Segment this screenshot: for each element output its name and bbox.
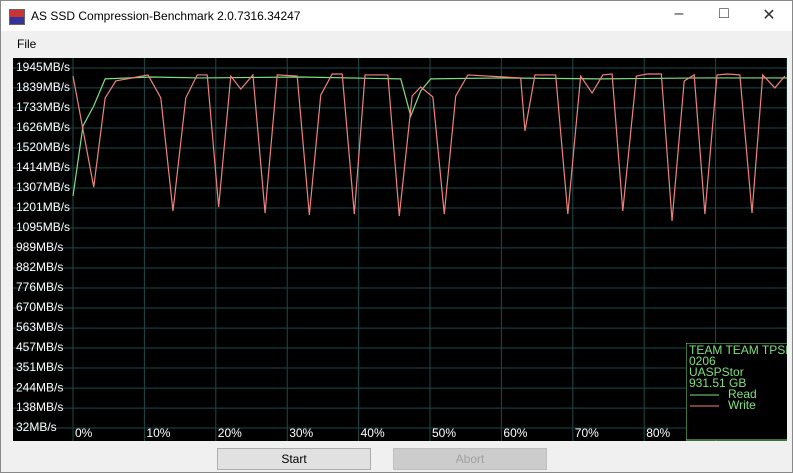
close-button[interactable]: ✕ — [762, 7, 776, 24]
y-tick-label: 776MB/s — [16, 280, 63, 294]
device-info: TEAM TEAM TPSEC — [689, 343, 787, 357]
menu-file[interactable]: File — [17, 37, 37, 51]
y-tick-label: 563MB/s — [16, 320, 63, 334]
y-tick-label: 32MB/s — [16, 420, 57, 434]
y-tick-label: 1839MB/s — [16, 80, 70, 94]
x-tick-label: 60% — [503, 426, 527, 440]
y-tick-label: 1201MB/s — [16, 200, 70, 214]
legend-label: Read — [728, 387, 757, 401]
y-tick-label: 244MB/s — [16, 380, 63, 394]
legend-box — [686, 343, 787, 441]
abort-button: Abort — [393, 448, 547, 470]
maximize-button[interactable]: □ — [719, 5, 729, 22]
y-tick-label: 457MB/s — [16, 340, 63, 354]
minimize-button[interactable]: – — [674, 5, 684, 22]
x-tick-label: 50% — [432, 426, 456, 440]
y-tick-label: 1626MB/s — [16, 120, 70, 134]
app-icon — [9, 9, 25, 25]
title-bar: AS SSD Compression-Benchmark 2.0.7316.34… — [1, 1, 792, 31]
device-info: UASPStor — [689, 365, 744, 379]
x-tick-label: 70% — [575, 426, 599, 440]
x-tick-label: 80% — [646, 426, 670, 440]
y-tick-label: 1520MB/s — [16, 140, 70, 154]
y-tick-label: 989MB/s — [16, 240, 63, 254]
legend-label: Write — [728, 398, 756, 412]
device-info: 0206 — [689, 354, 716, 368]
y-tick-label: 882MB/s — [16, 260, 63, 274]
plot-background — [13, 58, 787, 441]
x-tick-label: 10% — [146, 426, 170, 440]
y-tick-label: 138MB/s — [16, 400, 63, 414]
y-tick-label: 1307MB/s — [16, 180, 70, 194]
y-tick-label: 351MB/s — [16, 360, 63, 374]
chart: 1945MB/s 1839MB/s 1733MB/s 1626MB/s 1520MB/s… — [13, 58, 787, 441]
series-line — [72, 73, 786, 222]
y-tick-label: 1095MB/s — [16, 220, 70, 234]
x-tick-label: 20% — [218, 426, 242, 440]
device-info: 931.51 GB — [689, 376, 746, 390]
start-button[interactable]: Start — [217, 448, 371, 470]
x-tick-label: 40% — [361, 426, 385, 440]
series-line — [72, 76, 787, 197]
y-tick-label: 1945MB/s — [16, 60, 70, 74]
x-tick-label: 0% — [75, 426, 93, 440]
y-tick-label: 1414MB/s — [16, 160, 70, 174]
y-tick-label: 1733MB/s — [16, 100, 70, 114]
legend: TEAM TEAM TPSEC0206UASPStor931.51 GBRead… — [686, 343, 787, 441]
window-title: AS SSD Compression-Benchmark 2.0.7316.34… — [31, 9, 301, 23]
x-tick-label: 30% — [289, 426, 313, 440]
y-tick-label: 670MB/s — [16, 300, 63, 314]
